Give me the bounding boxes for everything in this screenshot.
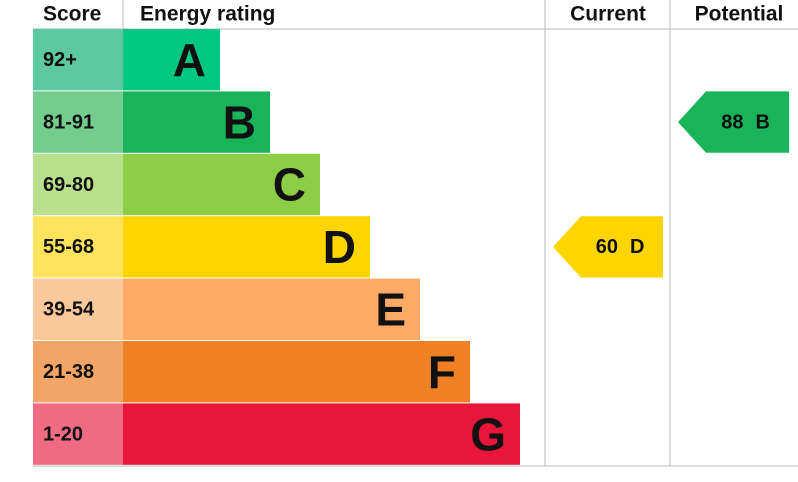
- score-cell: [33, 91, 123, 153]
- band-bar: [123, 153, 320, 216]
- score-cell: [33, 216, 123, 278]
- potential-letter: B: [756, 111, 770, 133]
- band-letter: G: [470, 408, 506, 460]
- header-score: Score: [43, 3, 101, 26]
- score-label: 1-20: [43, 423, 83, 445]
- score-label: 55-68: [43, 236, 94, 258]
- header-rating: Energy rating: [140, 3, 275, 26]
- band-letter: B: [223, 96, 256, 148]
- score-cell: [33, 29, 123, 91]
- potential-arrow: [678, 91, 789, 153]
- score-label: 39-54: [43, 299, 95, 321]
- band-letter: A: [173, 34, 206, 86]
- band-bar: [123, 91, 270, 153]
- band-bar: [123, 29, 220, 91]
- score-label: 21-38: [43, 361, 94, 383]
- band-bar: [123, 341, 470, 403]
- header-current: Current: [570, 3, 646, 26]
- score-cell: [33, 341, 123, 403]
- current-letter: D: [630, 236, 644, 258]
- band-letter: D: [323, 221, 356, 273]
- current-value: 60: [596, 236, 618, 258]
- band-bar: [123, 278, 420, 340]
- score-cell: [33, 403, 123, 465]
- score-label: 92+: [43, 49, 77, 71]
- score-cell: [33, 153, 123, 216]
- band-letter: F: [428, 346, 456, 398]
- current-arrow: [553, 216, 663, 278]
- potential-value: 88: [721, 111, 743, 133]
- score-label: 69-80: [43, 174, 94, 196]
- band-letter: C: [273, 159, 306, 211]
- band-letter: E: [375, 283, 406, 335]
- score-label: 81-91: [43, 111, 94, 133]
- header-potential: Potential: [695, 3, 784, 26]
- band-bar: [123, 403, 520, 465]
- score-cell: [33, 278, 123, 340]
- band-bar: [123, 216, 370, 278]
